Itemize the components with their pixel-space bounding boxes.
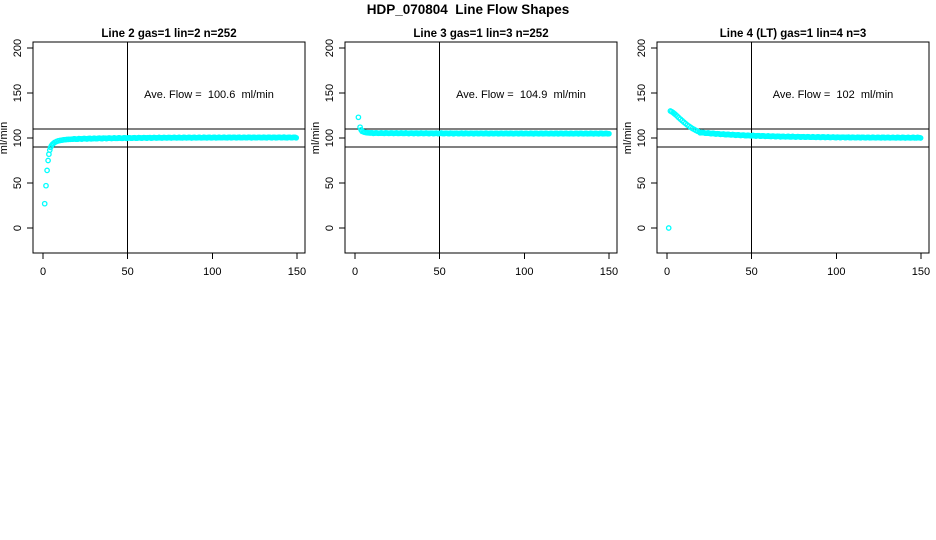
- data-point: [665, 225, 672, 231]
- y-tick-label: 50: [324, 177, 336, 189]
- panel-title: Line 2 gas=1 lin=2 n=252: [101, 28, 236, 40]
- plot-frame: [344, 41, 618, 254]
- x-tick-label: 50: [434, 266, 446, 278]
- data-point: [606, 130, 612, 137]
- data-point: [355, 114, 362, 121]
- y-tick-label: 0: [636, 225, 648, 231]
- data-point: [45, 157, 51, 164]
- y-tick-label: 200: [636, 39, 648, 57]
- panel-title: Line 4 (LT) gas=1 lin=4 n=3: [720, 28, 866, 40]
- x-tick-label: 0: [664, 266, 670, 278]
- y-tick-label: 0: [324, 225, 336, 231]
- data-point: [43, 182, 49, 189]
- y-tick-label: 100: [12, 129, 24, 147]
- panel-line-3: 0 50 100 150 0 50 100 150 200 ml/min Line 3 gas=1 …: [310, 28, 618, 278]
- data-point: [44, 167, 50, 174]
- x-tick-label: 100: [203, 266, 221, 278]
- y-tick-label: 150: [636, 84, 648, 102]
- y-tick-label: 100: [324, 129, 336, 147]
- x-tick-label: 100: [515, 266, 533, 278]
- y-tick-label: 200: [324, 39, 336, 57]
- x-tick-label: 50: [746, 266, 758, 278]
- y-tick-label: 150: [324, 84, 336, 102]
- y-axis-label: ml/min: [622, 122, 634, 154]
- x-tick-label: 0: [40, 266, 46, 278]
- y-tick-label: 50: [636, 177, 648, 189]
- y-tick-label: 0: [12, 225, 24, 231]
- data-point: [293, 134, 300, 141]
- x-tick-label: 100: [827, 266, 845, 278]
- data-point: [917, 135, 924, 141]
- panel-title: Line 3 gas=1 lin=3 n=252: [413, 28, 548, 40]
- y-tick-label: 150: [12, 84, 24, 102]
- x-tick-label: 150: [288, 266, 306, 278]
- y-tick-label: 50: [12, 177, 24, 189]
- ave-flow-annotation: Ave. Flow = 104.9 ml/min: [456, 89, 586, 101]
- x-tick-label: 50: [122, 266, 134, 278]
- plot-frame: [32, 41, 306, 254]
- x-tick-label: 150: [912, 266, 930, 278]
- ave-flow-annotation: Ave. Flow = 102 ml/min: [773, 89, 894, 101]
- data-points: [41, 134, 300, 207]
- data-points: [665, 108, 924, 231]
- data-point: [41, 200, 48, 207]
- y-tick-label: 200: [12, 39, 24, 57]
- panel-line-4: 0 50 100 150 0 50 100 150 200 ml/min Line 4 (LT) g…: [622, 28, 930, 278]
- data-points: [355, 114, 612, 137]
- ave-flow-annotation: Ave. Flow = 100.6 ml/min: [144, 89, 274, 101]
- y-axis-label: ml/min: [0, 122, 10, 154]
- panel-line-2: 0 50 100 150 0 50 100 150 200 ml/min Line 2 gas=1 …: [0, 28, 306, 278]
- x-tick-label: 150: [600, 266, 618, 278]
- plot-frame: [656, 41, 930, 254]
- y-axis-label: ml/min: [310, 122, 322, 154]
- figure-title: HDP_070804 Line Flow Shapes: [366, 2, 570, 17]
- y-tick-label: 100: [636, 129, 648, 147]
- x-tick-label: 0: [352, 266, 358, 278]
- data-point: [46, 147, 53, 153]
